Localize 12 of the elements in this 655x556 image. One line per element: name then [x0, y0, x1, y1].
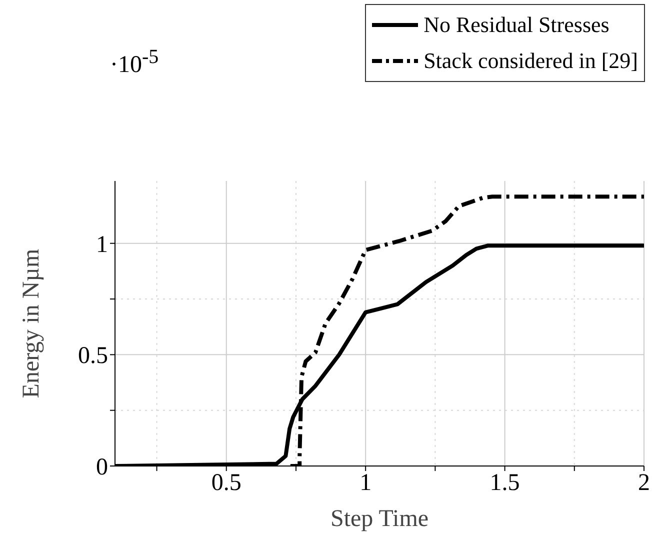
y-tick-label: 0 [96, 454, 108, 481]
x-tick-label: 1.5 [490, 470, 520, 496]
y-tick-label: 1 [96, 232, 108, 258]
y-axis-title: Energy in Nµm [18, 248, 45, 398]
x-tick-label: 2 [638, 470, 650, 496]
text: ·10$^{-5}$ [110, 46, 159, 79]
y-tick-label: 0.5 [78, 343, 108, 370]
x-tick-label: 0.5 [211, 470, 242, 496]
x-axis-title: Step Time [330, 506, 429, 532]
legend-label: Stack considered in [29] [424, 47, 638, 75]
x-tick-label: 1 [360, 470, 372, 496]
legend-label: No Residual Stresses [424, 11, 610, 39]
